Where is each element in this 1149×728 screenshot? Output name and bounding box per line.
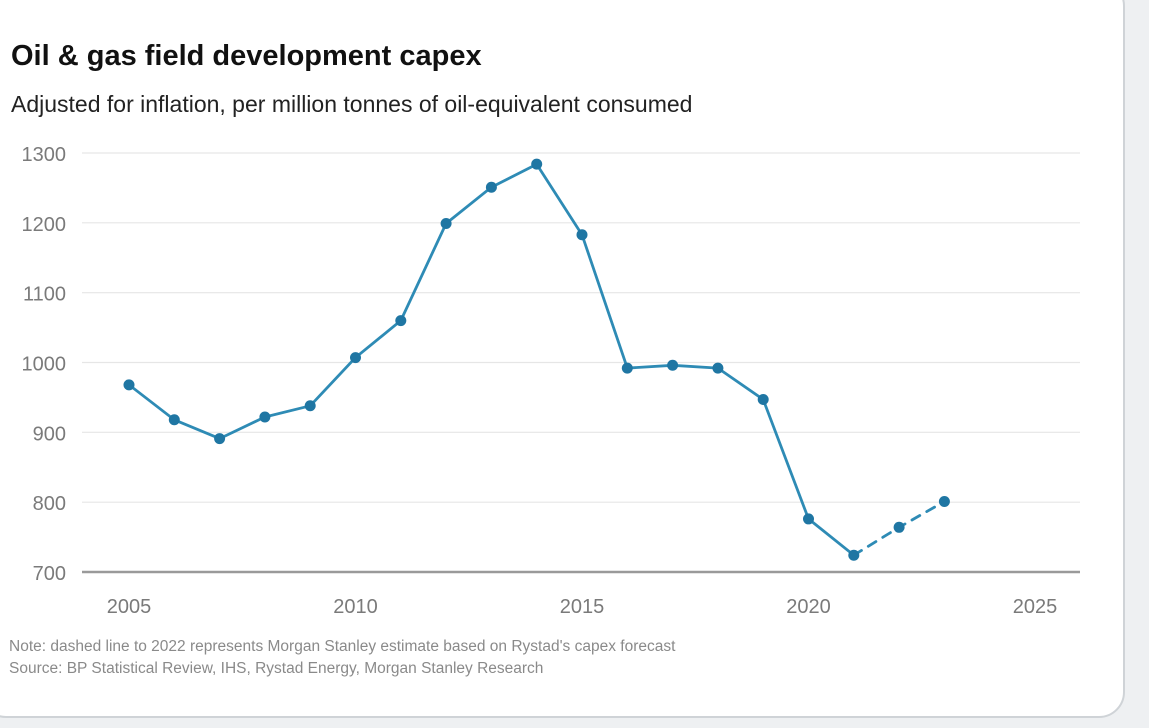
- y-tick-label: 1300: [22, 144, 67, 166]
- data-point: [803, 513, 814, 525]
- data-point: [440, 218, 452, 230]
- data-point: [848, 549, 860, 561]
- y-tick-label: 900: [33, 423, 66, 445]
- data-point: [123, 379, 135, 391]
- x-tick-label: 2015: [560, 596, 605, 618]
- data-point: [893, 521, 905, 533]
- data-point: [576, 229, 588, 241]
- data-point: [621, 362, 633, 374]
- data-point: [485, 181, 497, 193]
- data-point: [304, 400, 316, 412]
- y-tick-label: 1100: [23, 284, 66, 306]
- chart-source: Source: BP Statistical Review, IHS, Ryst…: [9, 660, 544, 677]
- data-point: [531, 158, 543, 170]
- data-point: [214, 433, 226, 445]
- data-point: [667, 359, 679, 371]
- chart-subtitle: Adjusted for inflation, per million tonn…: [11, 91, 693, 117]
- data-point: [712, 362, 724, 374]
- data-point: [350, 352, 361, 364]
- x-tick-label: 2020: [786, 596, 831, 618]
- data-point: [395, 315, 407, 327]
- data-point: [168, 414, 180, 426]
- data-point: [757, 394, 769, 406]
- data-point: [938, 495, 950, 507]
- y-tick-label: 1200: [22, 214, 67, 236]
- y-tick-label: 800: [33, 493, 66, 515]
- chart-card: [0, 0, 1125, 718]
- y-tick-label: 700: [33, 563, 66, 585]
- data-point: [259, 411, 271, 423]
- y-tick-label: 1000: [22, 354, 67, 376]
- x-tick-label: 2005: [107, 596, 152, 618]
- chart-note: Note: dashed line to 2022 represents Mor…: [9, 638, 676, 655]
- chart-title: Oil & gas field development capex: [11, 40, 482, 72]
- x-tick-label: 2025: [1013, 596, 1058, 618]
- x-tick-label: 2010: [333, 596, 378, 618]
